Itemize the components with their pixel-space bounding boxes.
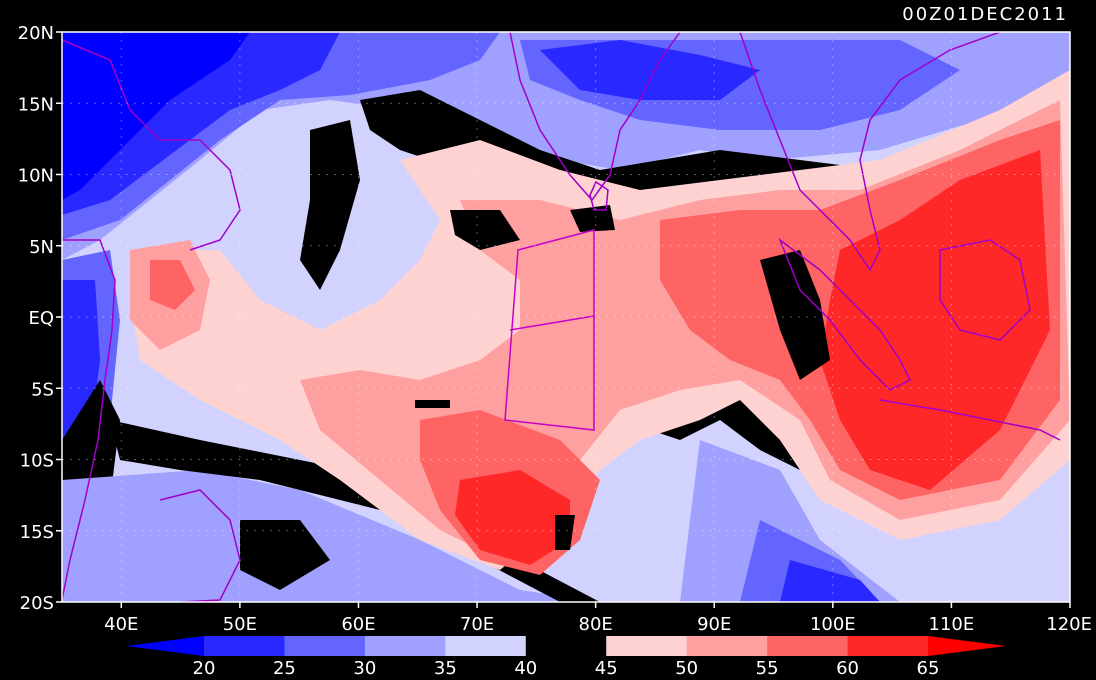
lat-tick-label: 10N <box>18 166 54 187</box>
lon-tick-label: 70E <box>460 614 494 635</box>
colorbar-label: 50 <box>675 658 698 679</box>
field-black-speck-4 <box>415 400 450 408</box>
field-black-speck-5 <box>555 515 575 550</box>
colorbar-label: 55 <box>756 658 779 679</box>
lon-tick-label: 100E <box>810 614 856 635</box>
field-black-speck-1 <box>450 210 520 250</box>
coastline-madagascar <box>159 489 241 602</box>
map-title: 00Z01DEC2011 <box>902 4 1068 25</box>
colorbar-box <box>204 636 285 656</box>
map-plot-area <box>62 32 1070 602</box>
colorbar-box <box>445 636 527 656</box>
colorbar-arrow-high <box>928 636 1006 656</box>
colorbar-label: 60 <box>836 658 859 679</box>
field-black-patch-b <box>240 520 330 590</box>
field-arabia-deep-blue <box>62 32 250 200</box>
lat-tick-label: EQ <box>28 308 54 329</box>
colorbar-box <box>525 636 607 656</box>
lat-tick-label: 15S <box>20 522 54 543</box>
field-black-speck-3 <box>760 250 830 380</box>
colorbar-box <box>364 636 446 656</box>
lat-tick-label: 15N <box>18 94 54 115</box>
lat-tick-label: 10S <box>20 451 54 472</box>
lat-tick-label: 20N <box>18 23 54 44</box>
field-red-east <box>820 150 1050 490</box>
lon-tick-label: 80E <box>579 614 613 635</box>
colorbar-label: 65 <box>917 658 940 679</box>
lon-tick-label: 120E <box>1046 614 1092 635</box>
lon-tick-label: 50E <box>223 614 257 635</box>
colorbar-label: 25 <box>273 658 296 679</box>
analysis-box <box>504 229 595 431</box>
colorbar: 20 25 30 35 40 45 50 55 60 65 <box>126 636 1006 679</box>
coastline-africa <box>62 239 116 601</box>
lon-tick-label: 90E <box>697 614 731 635</box>
coastline-sumatra <box>778 237 912 391</box>
lon-tick-label: 60E <box>341 614 375 635</box>
lat-tick-label: 20S <box>20 593 54 614</box>
field-ne-blue <box>540 40 760 100</box>
colorbar-label: 30 <box>353 658 376 679</box>
colorbar-box <box>767 636 849 656</box>
colorbar-label: 45 <box>595 658 618 679</box>
grid-lines <box>62 32 1070 602</box>
field-south-deep-blue-east <box>780 560 880 602</box>
colorbar-box <box>606 636 688 656</box>
colorbar-box <box>686 636 768 656</box>
colorbar-arrow-low <box>126 636 204 656</box>
field-black-speck-2 <box>570 205 615 232</box>
coastline-borneo <box>939 239 1031 341</box>
lon-axis: 40E 50E 60E 70E 80E 90E 100E 110E 120E <box>104 602 1092 635</box>
field-red-south <box>455 470 570 565</box>
field-black-patch-a <box>300 120 360 290</box>
lon-tick-label: 40E <box>104 614 138 635</box>
lat-tick-label: 5N <box>29 237 54 258</box>
lon-tick-label: 110E <box>929 614 975 635</box>
coastline-indochina <box>739 32 1001 272</box>
colorbar-label: 35 <box>434 658 457 679</box>
coastline-srilanka <box>589 180 609 211</box>
field-south-light-blue <box>62 470 600 602</box>
lat-tick-label: 5S <box>31 379 54 400</box>
field-south-light-blue-east <box>680 440 900 602</box>
field-mid-red-west <box>150 260 195 310</box>
colorbar-box <box>847 636 929 656</box>
colorbar-label: 20 <box>193 658 216 679</box>
coastline-india <box>509 32 681 202</box>
lat-axis: 20N 15N 10N 5N EQ 5S 10S 15S 20S <box>18 23 62 614</box>
coastline-java <box>879 399 1061 441</box>
coastline-arabia <box>62 39 241 251</box>
colorbar-box <box>284 636 366 656</box>
colorbar-label: 40 <box>514 658 537 679</box>
